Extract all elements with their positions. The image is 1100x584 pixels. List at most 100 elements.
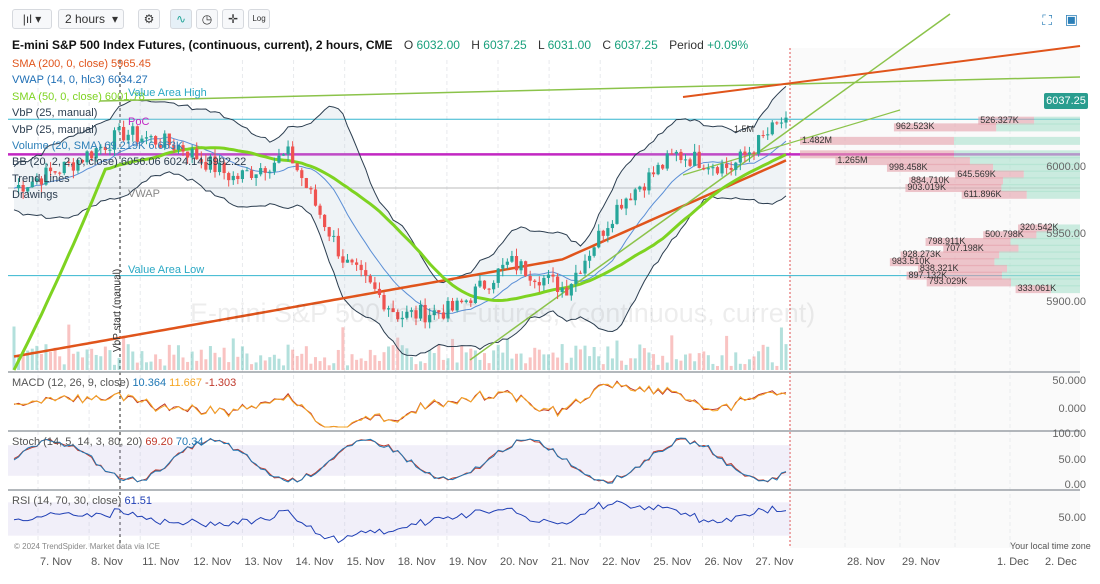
vbp-bar-buy: [1011, 278, 1080, 287]
candle-body: [39, 178, 44, 185]
candle-body: [85, 151, 89, 163]
volume-bar: [670, 335, 674, 370]
volume-bar: [528, 357, 532, 370]
volume-bar: [167, 344, 171, 370]
candle-body: [455, 300, 459, 311]
candle-body: [747, 152, 752, 155]
timezone-label[interactable]: Your local time zone: [1010, 541, 1091, 551]
candle-body: [629, 198, 633, 201]
candle-body: [414, 310, 418, 319]
volume-bar: [400, 345, 404, 370]
candle-body: [450, 300, 455, 311]
legend-item[interactable]: SMA (200, 0, close) 5965.45: [12, 58, 151, 71]
volume-bar: [542, 354, 546, 370]
candle-body: [90, 151, 94, 159]
volume-bar: [441, 359, 445, 370]
volume-bar: [30, 348, 34, 370]
volume-bar: [464, 352, 468, 370]
crosshair-button[interactable]: ✛: [222, 9, 244, 29]
volume-bar: [437, 344, 441, 370]
camera-icon[interactable]: ▣: [1064, 11, 1078, 27]
settings-button[interactable]: ⚙: [138, 9, 160, 29]
legend-item[interactable]: Trend Lines: [12, 173, 70, 186]
volume-bar: [775, 365, 779, 370]
volume-bar: [190, 351, 194, 370]
log-scale-button[interactable]: Log: [248, 9, 270, 29]
candle-body: [313, 189, 318, 206]
candle-body: [117, 126, 121, 131]
interval-select[interactable]: 2 hours ▾: [58, 9, 124, 29]
candle-body: [537, 282, 541, 286]
volume-bar: [122, 335, 126, 370]
legend-item[interactable]: VbP (25, manual): [12, 124, 97, 137]
candle-body: [16, 184, 21, 189]
vbp-label: 793.029K: [928, 276, 968, 287]
legend-item[interactable]: SMA (50, 0, close) 6001.78: [12, 91, 145, 104]
candle-body: [715, 167, 720, 174]
volume-bar: [505, 338, 509, 370]
vbp-label: 707.198K: [945, 242, 984, 253]
volume-bar: [514, 353, 518, 370]
stoch-tick: 0.00: [1064, 479, 1086, 491]
volume-bar: [501, 352, 505, 370]
candle-body: [386, 308, 391, 310]
legend-item[interactable]: Volume (20, SMA) 69.219K 6.663K: [12, 140, 183, 153]
candle-body: [473, 286, 477, 304]
candle-body: [35, 178, 39, 182]
rsi-band: [8, 502, 790, 536]
candle-body: [94, 148, 98, 159]
volume-bar: [359, 358, 363, 370]
volume-bar: [556, 357, 560, 370]
candle-body: [670, 153, 674, 155]
volume-bar: [537, 349, 541, 370]
candle-body: [26, 187, 30, 192]
vbp-bar-sell: [893, 123, 997, 132]
volume-bar: [272, 354, 276, 370]
candle-body: [583, 260, 587, 274]
candle-body: [784, 117, 788, 123]
value-area-high-label: Value Area High: [128, 87, 207, 99]
volume-bar: [451, 338, 455, 370]
replay-button[interactable]: ◷: [196, 9, 218, 29]
time-tick: 19. Nov: [448, 556, 487, 568]
candle-body: [674, 151, 678, 154]
volume-bar: [236, 356, 240, 370]
candle-body: [756, 135, 761, 154]
time-tick: 22. Nov: [602, 556, 641, 568]
fullscreen-icon[interactable]: ⛶: [1042, 12, 1052, 28]
autoscale-button[interactable]: ∿: [170, 9, 192, 29]
time-tick: 26. Nov: [704, 556, 743, 568]
volume-bar: [199, 349, 203, 370]
vbp-label: 611.896K: [963, 188, 1002, 199]
volume-bar: [720, 355, 724, 370]
candle-body: [711, 167, 715, 169]
rsi-line-1: [13, 500, 787, 544]
volume-bar: [747, 359, 751, 370]
sma50-line: [12, 146, 787, 371]
volume-bar: [382, 352, 386, 370]
legend-item[interactable]: Drawings: [12, 189, 58, 202]
legend-item[interactable]: VbP (25, manual): [12, 107, 97, 120]
candle-body: [542, 277, 546, 286]
candle-body: [341, 256, 345, 263]
candle-body: [126, 134, 130, 141]
vbp-label: 897.132K: [908, 269, 948, 280]
volume-bar: [419, 361, 423, 370]
candle-body: [597, 230, 601, 248]
volume-bar: [49, 352, 53, 370]
volume-bar: [734, 352, 738, 370]
candle-body: [702, 167, 706, 170]
volume-bar: [181, 357, 185, 370]
candle-body: [327, 227, 331, 237]
volume-bar: [291, 349, 295, 370]
volume-bar: [546, 354, 550, 370]
volume-bar: [492, 350, 496, 370]
volume-bar: [496, 344, 500, 370]
legend-item[interactable]: VWAP (14, 0, hlc3) 6034.27: [12, 74, 148, 87]
volume-bar: [336, 349, 340, 370]
wave-icon: ∿: [175, 12, 187, 26]
candle-body: [304, 178, 308, 189]
chart-type-button[interactable]: |ıl ▾: [12, 9, 52, 29]
legend-item[interactable]: BB (20, 2, 2, 0, close) 6056.06 6024.14 …: [12, 156, 246, 169]
